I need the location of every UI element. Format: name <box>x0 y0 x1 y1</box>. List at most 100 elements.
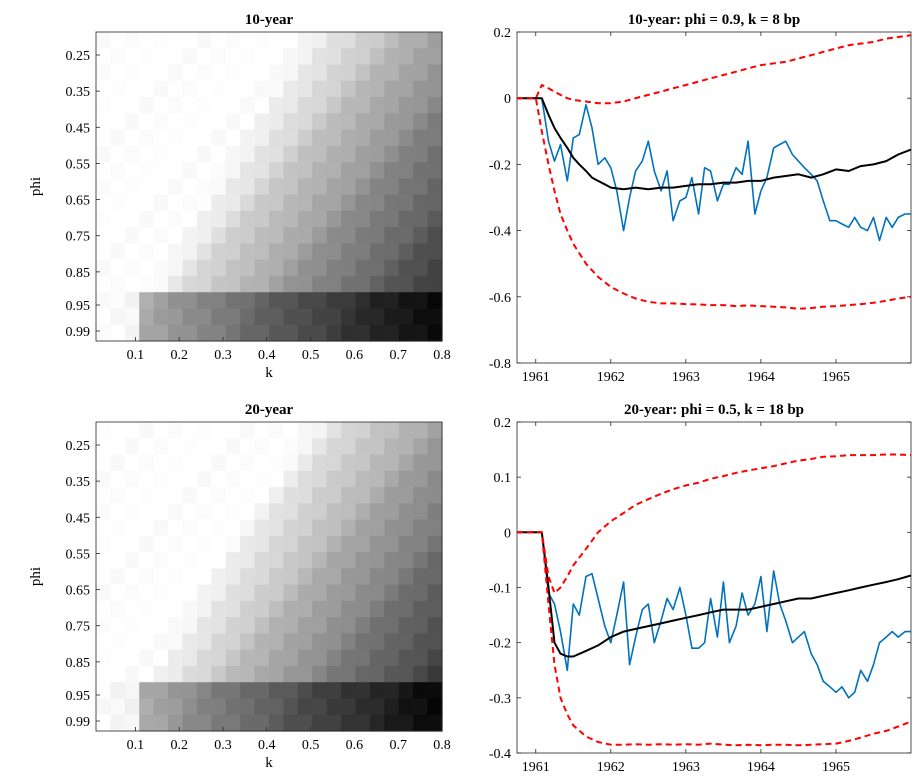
heatmap-cell <box>196 617 212 635</box>
heatmap-cell <box>182 324 198 342</box>
heatmap-cell <box>369 470 385 488</box>
heatmap-cell <box>168 162 184 179</box>
heatmap-cells <box>96 32 443 342</box>
heatmap-cell <box>283 568 299 586</box>
heatmap-cell <box>240 64 256 82</box>
heatmap-cell <box>341 617 357 635</box>
heatmap-cell <box>124 210 140 228</box>
confidence-band-line <box>517 97 911 310</box>
heatmap-cell <box>225 470 241 488</box>
heatmap-cell <box>269 714 285 732</box>
heatmap-cell <box>413 292 429 310</box>
heatmap-cell <box>326 535 342 553</box>
heatmap-cell <box>283 129 299 147</box>
heatmap-cell <box>413 275 429 293</box>
heatmap-cell <box>269 438 285 456</box>
heatmap-cell <box>355 633 371 651</box>
heatmap-cell <box>283 227 299 245</box>
heatmap-cell <box>211 275 227 293</box>
heatmap-cell <box>182 487 198 504</box>
heatmap-cell <box>384 438 400 456</box>
heatmap-cell <box>341 535 357 553</box>
heatmap-cell <box>182 80 198 98</box>
heatmap-cell <box>369 227 385 245</box>
heatmap-cell <box>369 535 385 553</box>
heatmap-cell <box>254 438 270 456</box>
heatmap-cell <box>139 617 155 635</box>
heatmap-cell <box>427 308 443 326</box>
heatmap-cell <box>168 633 184 651</box>
x-axis-label: k <box>265 365 273 381</box>
heatmap-cell <box>427 48 443 66</box>
heatmap-cell <box>312 243 328 261</box>
heatmap-cell <box>384 600 400 618</box>
y-tick-label: 0 <box>504 526 511 541</box>
heatmap-cell <box>269 48 285 66</box>
heatmap-cell <box>413 454 429 472</box>
heatmap-cell <box>211 535 227 553</box>
heatmap-cell <box>283 617 299 635</box>
heatmap-cell <box>124 617 140 635</box>
heatmap-cell <box>225 649 241 667</box>
heatmap-cell <box>413 324 429 342</box>
heatmap-cell <box>413 97 429 114</box>
heatmap-cell <box>139 129 155 147</box>
heatmap-cell <box>369 178 385 196</box>
heatmap-cell <box>369 275 385 293</box>
heatmap-cell <box>225 617 241 635</box>
heatmap-cell <box>254 32 270 49</box>
heatmap-cell <box>355 178 371 196</box>
heatmap-cell <box>355 552 371 569</box>
heatmap-cell <box>312 64 328 82</box>
heatmap-cell <box>312 552 328 569</box>
heatmap-cell <box>369 503 385 521</box>
heatmap-cell <box>168 194 184 212</box>
heatmap-cell <box>153 113 169 131</box>
heatmap-cell <box>326 568 342 586</box>
heatmap-cell <box>196 178 212 196</box>
heatmap-cell <box>110 649 126 667</box>
heatmap-cell <box>240 487 256 504</box>
heatmap-cell <box>124 633 140 651</box>
heatmap-cell <box>283 698 299 716</box>
heatmap-cell <box>297 243 313 261</box>
heatmap-cell <box>240 194 256 212</box>
heatmap-cell <box>211 145 227 163</box>
heatmap-cell <box>326 438 342 456</box>
heatmap-cell <box>211 422 227 439</box>
heatmap-cell <box>211 32 227 49</box>
heatmap-cell <box>384 162 400 179</box>
heatmap-cell <box>254 275 270 293</box>
heatmap-cell <box>139 48 155 66</box>
heatmap-cell <box>312 503 328 521</box>
heatmap-cell <box>110 617 126 635</box>
heatmap-cell <box>225 324 241 342</box>
heatmap-cell <box>225 227 241 245</box>
heatmap-cell <box>369 665 385 683</box>
heatmap-cell <box>96 308 112 326</box>
heatmap-cell <box>124 454 140 472</box>
heatmap-cell <box>384 129 400 147</box>
heatmap-cell <box>355 519 371 537</box>
heatmap-cell <box>413 698 429 716</box>
heatmap-cell <box>182 470 198 488</box>
heatmap-cell <box>341 552 357 569</box>
heatmap-cell <box>196 97 212 114</box>
heatmap-cell <box>283 535 299 553</box>
heatmap-cell <box>196 308 212 326</box>
heatmap-cell <box>96 243 112 261</box>
heatmap-cell <box>413 535 429 553</box>
heatmap-cell <box>326 617 342 635</box>
y-tick-label: 0.95 <box>66 299 91 314</box>
heatmap-cell <box>283 113 299 131</box>
heatmap-cell <box>369 97 385 114</box>
heatmap-cell <box>384 194 400 212</box>
heatmap-cell <box>283 162 299 179</box>
heatmap-cell <box>384 275 400 293</box>
heatmap-cell <box>413 470 429 488</box>
heatmap-cell <box>297 292 313 310</box>
heatmap-cell <box>269 227 285 245</box>
heatmap-cell <box>398 243 414 261</box>
heatmap-cell <box>168 145 184 163</box>
heatmap-cell <box>211 162 227 179</box>
